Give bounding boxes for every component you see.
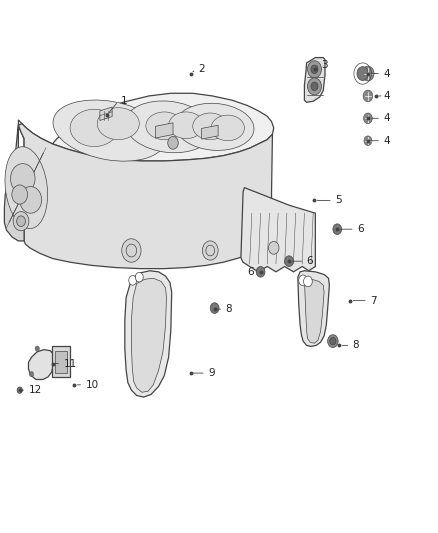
- Polygon shape: [125, 271, 172, 397]
- Polygon shape: [155, 123, 173, 138]
- Text: 9: 9: [208, 368, 215, 378]
- Text: 4: 4: [383, 91, 390, 101]
- Ellipse shape: [169, 112, 204, 139]
- Text: 4: 4: [383, 69, 390, 78]
- Circle shape: [307, 78, 321, 95]
- Circle shape: [363, 90, 373, 102]
- Circle shape: [268, 241, 279, 254]
- Circle shape: [13, 212, 29, 231]
- Ellipse shape: [5, 147, 48, 229]
- Circle shape: [122, 239, 141, 262]
- Circle shape: [29, 372, 34, 377]
- Text: 12: 12: [28, 385, 42, 395]
- Circle shape: [362, 66, 374, 81]
- Ellipse shape: [211, 115, 244, 141]
- Circle shape: [307, 61, 321, 78]
- Circle shape: [17, 387, 22, 393]
- Circle shape: [304, 276, 312, 287]
- Circle shape: [202, 241, 218, 260]
- Circle shape: [129, 276, 137, 285]
- Circle shape: [168, 136, 178, 149]
- Circle shape: [364, 113, 372, 124]
- Text: 4: 4: [383, 114, 390, 123]
- Circle shape: [311, 82, 318, 91]
- Text: 4: 4: [383, 136, 390, 146]
- Circle shape: [333, 224, 342, 235]
- Ellipse shape: [125, 101, 212, 153]
- Ellipse shape: [70, 109, 118, 147]
- Ellipse shape: [97, 108, 139, 140]
- Ellipse shape: [53, 100, 166, 161]
- Polygon shape: [4, 125, 24, 241]
- Ellipse shape: [146, 112, 183, 140]
- Circle shape: [135, 272, 143, 282]
- Circle shape: [357, 67, 368, 80]
- Circle shape: [11, 164, 35, 193]
- Ellipse shape: [175, 103, 254, 150]
- Text: 11: 11: [64, 359, 77, 368]
- Text: 2: 2: [198, 64, 205, 74]
- Circle shape: [35, 346, 39, 351]
- Polygon shape: [131, 278, 166, 392]
- Circle shape: [328, 335, 338, 348]
- Polygon shape: [304, 278, 324, 343]
- Circle shape: [311, 65, 318, 74]
- Circle shape: [364, 136, 372, 146]
- Polygon shape: [298, 271, 329, 346]
- Text: 6: 6: [307, 256, 313, 266]
- Text: 8: 8: [353, 341, 359, 350]
- Polygon shape: [201, 125, 218, 139]
- Polygon shape: [18, 93, 274, 181]
- Text: 7: 7: [370, 296, 377, 305]
- Text: 3: 3: [321, 60, 328, 70]
- Ellipse shape: [193, 113, 228, 140]
- Circle shape: [12, 185, 28, 204]
- Text: 1: 1: [120, 96, 127, 106]
- Text: 5: 5: [335, 196, 342, 205]
- Text: 8: 8: [226, 304, 232, 314]
- FancyBboxPatch shape: [55, 351, 67, 373]
- Circle shape: [210, 303, 219, 313]
- Circle shape: [330, 337, 336, 345]
- Text: 6: 6: [357, 224, 364, 234]
- Circle shape: [256, 266, 265, 277]
- Polygon shape: [100, 107, 112, 120]
- Polygon shape: [241, 188, 315, 272]
- Circle shape: [17, 216, 25, 227]
- Circle shape: [20, 187, 42, 213]
- Polygon shape: [18, 124, 272, 269]
- Circle shape: [285, 256, 293, 266]
- Text: 10: 10: [85, 380, 99, 390]
- FancyBboxPatch shape: [52, 346, 70, 377]
- Circle shape: [299, 275, 307, 286]
- Polygon shape: [28, 350, 53, 379]
- Polygon shape: [304, 58, 325, 102]
- Text: 6: 6: [247, 267, 254, 277]
